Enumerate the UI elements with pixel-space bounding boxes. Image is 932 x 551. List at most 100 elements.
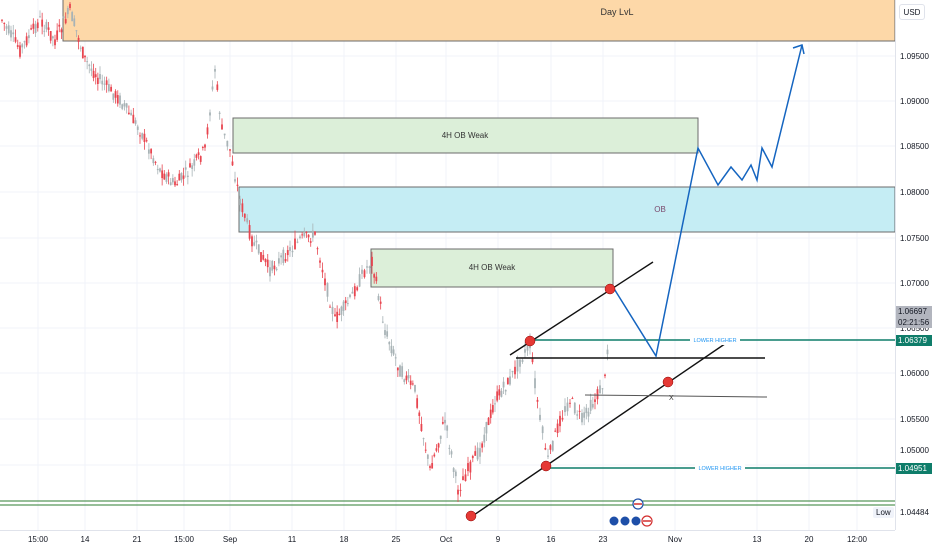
candle-body [319, 260, 321, 263]
candle-body [416, 398, 419, 408]
time-axis[interactable]: 15:00 14 21 15:00 Sep 11 18 25 Oct 9 16 … [0, 530, 895, 551]
candle-body [211, 86, 214, 90]
candle-body [573, 402, 576, 414]
ob-4h-weak-lower-zone[interactable]: 4H OB Weak [370, 248, 614, 288]
candle-body [476, 447, 479, 460]
candle-body [47, 27, 50, 30]
candle-body [178, 173, 181, 181]
candle-body [489, 409, 492, 419]
candle-body [399, 365, 401, 377]
candle-body [136, 126, 139, 130]
price-axis[interactable]: 1.09500 1.09000 1.08500 1.08000 1.07500 … [895, 0, 932, 530]
candle-body [64, 19, 67, 24]
candle-body [161, 170, 164, 179]
lower-higher-upper-level[interactable]: LOWER HIGHER [532, 335, 895, 345]
candle-body [471, 455, 474, 459]
candle-body [405, 375, 408, 381]
candle-body [388, 341, 391, 345]
candle-body [143, 133, 146, 143]
candle-body [184, 167, 187, 170]
trend-channel[interactable] [470, 261, 765, 518]
candle-body [459, 489, 462, 491]
candle-body [216, 84, 219, 90]
price-tick: 1.08000 [900, 188, 929, 197]
ob-4h-lower-label: 4H OB Weak [469, 263, 517, 272]
candle-body [301, 234, 304, 236]
time-tick: 15:00 [173, 535, 195, 544]
candle-body [103, 83, 106, 85]
candle-body [519, 359, 521, 367]
support-lines[interactable] [0, 500, 895, 506]
candle-body [504, 389, 507, 392]
price-tick: 1.09500 [900, 52, 929, 61]
candle-body [349, 294, 351, 298]
economic-event-icons[interactable] [608, 498, 653, 527]
candle-body [599, 385, 601, 394]
time-tick: Sep [222, 535, 238, 544]
candle-body [564, 406, 566, 413]
candle-body [589, 399, 592, 411]
candle-body [49, 31, 52, 41]
candle-body [51, 36, 54, 39]
candle-body [334, 314, 336, 316]
time-tick: 16 [546, 535, 556, 544]
candle-body [169, 182, 172, 186]
candle-body [294, 238, 296, 250]
candle-body [176, 184, 179, 186]
candle-body [116, 95, 119, 104]
day-level-zone[interactable]: Day LvL [62, 0, 896, 42]
eu-flag-icon [608, 515, 620, 527]
candle-body [361, 269, 363, 274]
projection-path[interactable] [612, 44, 803, 358]
candle-body [371, 256, 373, 267]
projection-arrowhead [792, 44, 805, 55]
lower-higher-lower-level[interactable]: LOWER HIGHER [546, 463, 895, 473]
candle-body [446, 425, 449, 431]
candle-body [581, 413, 583, 423]
chart-area[interactable]: Day LvL 4H OB Weak OB 4H OB Weak X [0, 0, 896, 530]
candle-body [150, 149, 153, 154]
candle-body [531, 358, 534, 363]
candle-body [264, 259, 267, 263]
candle-body [578, 410, 581, 412]
candle-body [351, 291, 354, 294]
candle-body [36, 22, 39, 29]
level-lower-badge: 1.04951 [896, 463, 932, 474]
candle-body [524, 349, 526, 353]
candle-body [587, 411, 590, 417]
ob-main-zone[interactable]: OB [238, 186, 896, 233]
pivot-markers[interactable] [465, 283, 674, 522]
price-chart[interactable]: Day LvL 4H OB Weak OB 4H OB Weak X [0, 0, 896, 530]
price-tick: 1.06000 [900, 369, 929, 378]
candle-body [246, 218, 249, 223]
candle-body [206, 127, 209, 135]
candle-body [134, 120, 137, 124]
candle-body [255, 240, 258, 243]
candlestick-series [1, 2, 609, 502]
candle-body [125, 103, 128, 108]
candle-body [604, 374, 606, 377]
candle-body [236, 184, 239, 186]
candle-body [450, 451, 453, 455]
candle-body [291, 250, 294, 253]
low-label: Low [873, 507, 894, 518]
x-line[interactable] [584, 394, 768, 398]
candle-body [92, 70, 95, 78]
candle-body [90, 68, 93, 71]
ob-4h-weak-upper-zone[interactable]: 4H OB Weak [232, 117, 699, 154]
candle-body [260, 252, 262, 262]
candle-body [500, 390, 503, 397]
candle-body [494, 403, 496, 405]
candle-body [467, 463, 469, 472]
candle-body [474, 451, 477, 456]
currency-selector[interactable]: USD [899, 4, 925, 20]
candle-body [346, 303, 349, 305]
candle-body [303, 233, 306, 237]
candle-body [358, 274, 361, 287]
candle-body [403, 379, 406, 383]
candle-body [112, 93, 115, 100]
candle-body [379, 301, 382, 304]
candle-body [132, 114, 135, 124]
candle-body [139, 135, 141, 137]
price-tick: 1.07000 [900, 279, 929, 288]
